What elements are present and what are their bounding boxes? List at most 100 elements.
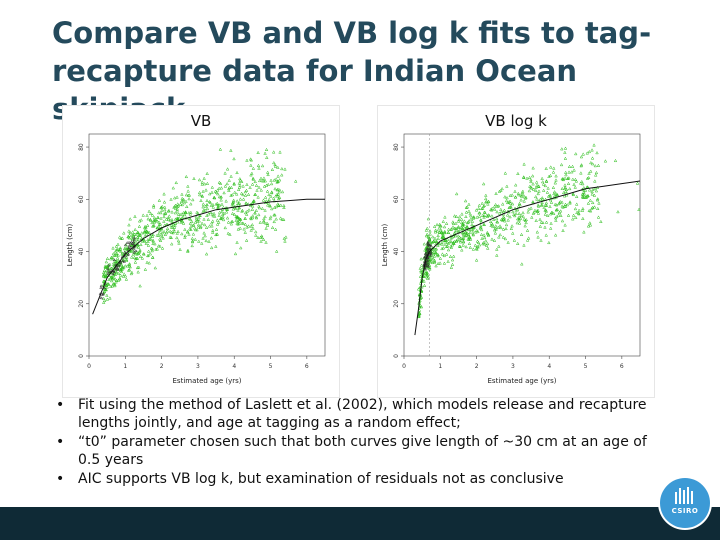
scatter-point bbox=[590, 162, 595, 166]
scatter-point bbox=[124, 257, 129, 261]
scatter-point bbox=[494, 191, 498, 195]
scatter-point bbox=[106, 267, 110, 271]
scatter-point bbox=[441, 232, 445, 236]
scatter-point bbox=[444, 244, 449, 249]
scatter-point bbox=[181, 221, 186, 225]
scatter-point bbox=[118, 273, 123, 277]
scatter-point bbox=[490, 222, 495, 226]
scatter-point bbox=[490, 237, 494, 241]
scatter-point bbox=[191, 197, 195, 202]
scatter-point bbox=[512, 212, 516, 216]
scatter-point bbox=[563, 185, 567, 189]
scatter-point bbox=[114, 278, 119, 282]
scatter-point bbox=[264, 147, 269, 152]
csiro-logo: CSIRO bbox=[660, 478, 710, 528]
scatter-point bbox=[613, 158, 618, 163]
scatter-point bbox=[127, 229, 131, 233]
scatter-point bbox=[500, 202, 505, 206]
scatter-point bbox=[186, 248, 190, 252]
scatter-point bbox=[229, 193, 233, 197]
scatter-point bbox=[273, 164, 278, 168]
scatter-point bbox=[122, 272, 126, 276]
scatter-point bbox=[574, 151, 578, 156]
scatter-point bbox=[163, 208, 167, 212]
scatter-point bbox=[445, 240, 450, 244]
scatter-point bbox=[193, 227, 198, 232]
fit-curve bbox=[92, 198, 325, 315]
scatter-point bbox=[138, 284, 142, 288]
scatter-point bbox=[204, 252, 209, 256]
scatter-point bbox=[261, 198, 266, 202]
scatter-point bbox=[430, 255, 434, 259]
scatter-point bbox=[254, 215, 258, 219]
scatter-point bbox=[105, 256, 110, 260]
y-tick-label: 0 bbox=[78, 354, 85, 358]
scatter-point bbox=[503, 195, 507, 199]
scatter-point bbox=[277, 190, 281, 194]
scatter-point bbox=[454, 221, 458, 225]
scatter-point bbox=[269, 194, 273, 198]
scatter-point bbox=[419, 295, 424, 299]
scatter-point bbox=[486, 246, 490, 250]
scatter-point bbox=[157, 231, 162, 235]
scatter-point bbox=[127, 262, 131, 266]
scatter-point bbox=[575, 194, 579, 198]
scatter-point bbox=[135, 235, 140, 239]
scatter-point bbox=[158, 244, 162, 248]
x-tick-label: 3 bbox=[511, 363, 515, 370]
scatter-point bbox=[517, 221, 522, 225]
scatter-point bbox=[280, 166, 284, 171]
scatter-point bbox=[549, 226, 553, 230]
scatter-point bbox=[426, 240, 430, 244]
y-tick-label: 40 bbox=[393, 248, 400, 256]
scatter-point bbox=[293, 179, 298, 183]
scatter-point bbox=[234, 218, 238, 222]
scatter-point bbox=[544, 209, 548, 213]
scatter-point bbox=[581, 195, 585, 199]
scatter-point bbox=[523, 218, 528, 222]
scatter-point bbox=[259, 234, 264, 238]
scatter-point bbox=[442, 261, 447, 265]
y-tick-label: 80 bbox=[78, 143, 85, 151]
scatter-point bbox=[173, 221, 178, 226]
scatter-point bbox=[182, 212, 187, 217]
scatter-point bbox=[441, 219, 445, 223]
scatter-point bbox=[250, 200, 255, 205]
scatter-point bbox=[99, 285, 103, 289]
scatter-point bbox=[186, 189, 190, 193]
scatter-point bbox=[581, 182, 585, 186]
scatter-point bbox=[474, 258, 479, 262]
scatter-point bbox=[235, 214, 240, 219]
scatter-point bbox=[264, 226, 268, 230]
scatter-point bbox=[432, 260, 437, 264]
scatter-point bbox=[431, 253, 436, 257]
scatter-point bbox=[497, 189, 502, 193]
scatter-point bbox=[495, 204, 500, 208]
scatter-point bbox=[109, 266, 113, 270]
scatter-point bbox=[513, 183, 518, 187]
scatter-point bbox=[428, 239, 432, 243]
scatter-point bbox=[263, 179, 267, 183]
scatter-point bbox=[214, 190, 219, 194]
scatter-point bbox=[105, 293, 109, 297]
scatter-point bbox=[172, 225, 177, 229]
scatter-point bbox=[249, 173, 253, 177]
scatter-point bbox=[435, 240, 439, 244]
scatter-point bbox=[546, 194, 551, 198]
x-axis-label: Estimated age (yrs) bbox=[173, 377, 242, 385]
scatter-point bbox=[487, 213, 491, 217]
scatter-point bbox=[529, 186, 534, 190]
scatter-point bbox=[113, 272, 118, 276]
scatter-point bbox=[170, 225, 175, 229]
scatter-point bbox=[516, 191, 521, 195]
scatter-point bbox=[503, 219, 507, 223]
scatter-point bbox=[150, 234, 155, 238]
scatter-point bbox=[488, 219, 493, 223]
scatter-point bbox=[251, 177, 255, 181]
scatter-point bbox=[180, 196, 184, 200]
scatter-point bbox=[205, 198, 209, 203]
scatter-point bbox=[250, 204, 255, 208]
scatter-point bbox=[229, 222, 234, 226]
scatter-point bbox=[128, 217, 132, 221]
scatter-point bbox=[187, 232, 191, 236]
